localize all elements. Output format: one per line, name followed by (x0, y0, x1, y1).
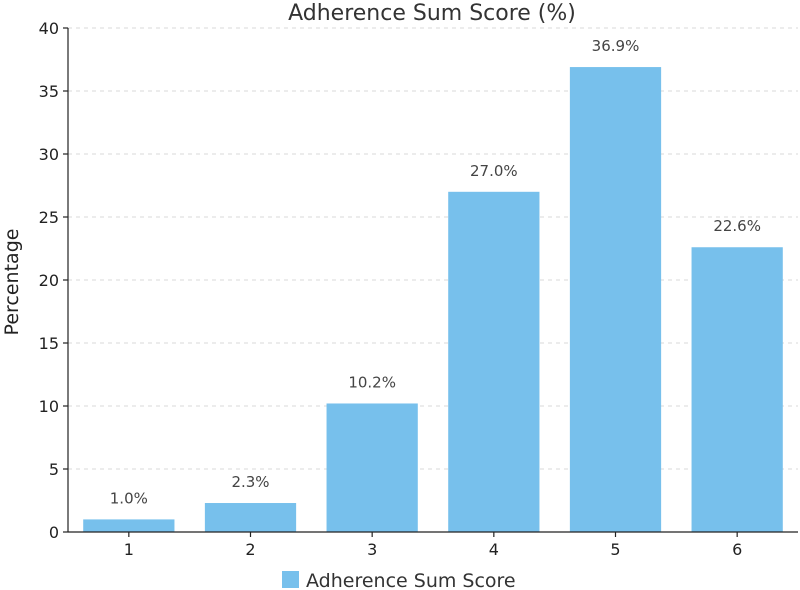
data-label-4: 27.0% (470, 162, 518, 180)
bar-4 (448, 191, 540, 533)
y-tick-label: 15 (39, 334, 59, 353)
x-tick-label: 4 (489, 540, 499, 559)
bar-1 (83, 519, 175, 532)
y-tick-label: 5 (49, 460, 59, 479)
legend-swatch (282, 571, 299, 588)
chart-title: Adherence Sum Score (%) (288, 1, 576, 26)
x-tick-label: 1 (124, 540, 134, 559)
y-tick-label: 35 (39, 82, 59, 101)
x-tick-label: 5 (610, 540, 620, 559)
data-label-6: 22.6% (713, 217, 761, 235)
x-tick-label: 3 (367, 540, 377, 559)
y-ticks: 0 5 10 15 20 25 30 35 40 (39, 19, 68, 542)
bar-6 (691, 247, 783, 533)
y-tick-label: 40 (39, 19, 59, 38)
x-tick-label: 2 (245, 540, 255, 559)
bars (83, 67, 783, 533)
data-label-5: 36.9% (592, 37, 640, 55)
bar-5 (569, 67, 662, 532)
data-label-2: 2.3% (231, 473, 269, 491)
data-label-3: 10.2% (348, 373, 396, 391)
x-tick-label: 6 (732, 540, 742, 559)
bar-2 (204, 503, 297, 532)
y-axis-label: Percentage (1, 229, 23, 336)
y-tick-label: 30 (39, 145, 59, 164)
gridlines (68, 27, 798, 470)
y-tick-label: 10 (39, 397, 59, 416)
x-ticks: 1 2 3 4 5 6 (124, 532, 742, 559)
legend: Adherence Sum Score (282, 570, 516, 590)
data-labels: 1.0% 2.3% 10.2% 27.0% 36.9% 22.6% (110, 37, 761, 507)
bar-3 (326, 403, 418, 532)
legend-label: Adherence Sum Score (306, 570, 516, 590)
data-label-1: 1.0% (110, 489, 148, 507)
y-tick-label: 20 (39, 271, 59, 290)
y-tick-label: 0 (49, 523, 59, 542)
y-tick-label: 25 (39, 208, 59, 227)
